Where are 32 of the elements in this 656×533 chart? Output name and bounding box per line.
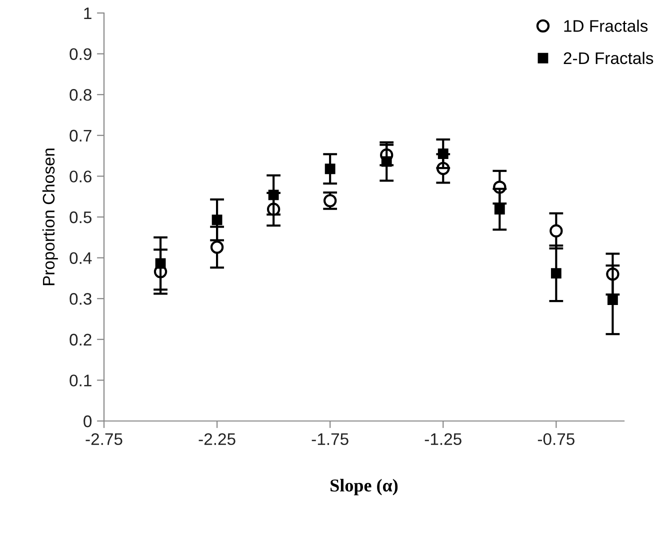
x-axis-title: Slope (α) [330, 478, 398, 496]
y-tick-label: 0.6 [70, 170, 92, 182]
point [438, 148, 448, 159]
x-tick-label: -1.75 [312, 433, 348, 446]
legend-label: 1D Fractals [564, 20, 648, 32]
y-tick-label: 0.3 [70, 293, 92, 305]
point [210, 240, 224, 254]
point [550, 268, 562, 279]
legend-label: 2-D Fractals [564, 52, 654, 64]
point [155, 258, 166, 269]
y-axis-title: Proportion Chosen [42, 148, 58, 286]
point [323, 194, 337, 208]
x-tick-label: -1.25 [424, 433, 462, 446]
point [212, 214, 222, 226]
point [494, 204, 505, 214]
point [550, 224, 563, 238]
y-tick-label: 0 [84, 415, 92, 428]
y-tick-label: 0.7 [70, 130, 92, 142]
x-tick-label: -0.75 [538, 433, 574, 446]
y-tick-label: 0.5 [70, 211, 92, 224]
y-tick-label: 0.4 [70, 252, 92, 264]
point [324, 164, 336, 174]
y-tick-label: 0.1 [70, 374, 92, 386]
point [607, 294, 618, 306]
x-tick-label: -2.25 [198, 433, 236, 446]
y-tick-label: 0.8 [70, 89, 92, 101]
x-tick-label: -2.75 [86, 433, 122, 446]
y-tick-label: 0.2 [70, 334, 92, 346]
point [268, 190, 279, 200]
y-tick-label: 1 [84, 8, 92, 20]
y-tick-label: 0.9 [70, 48, 92, 60]
point [381, 156, 392, 167]
